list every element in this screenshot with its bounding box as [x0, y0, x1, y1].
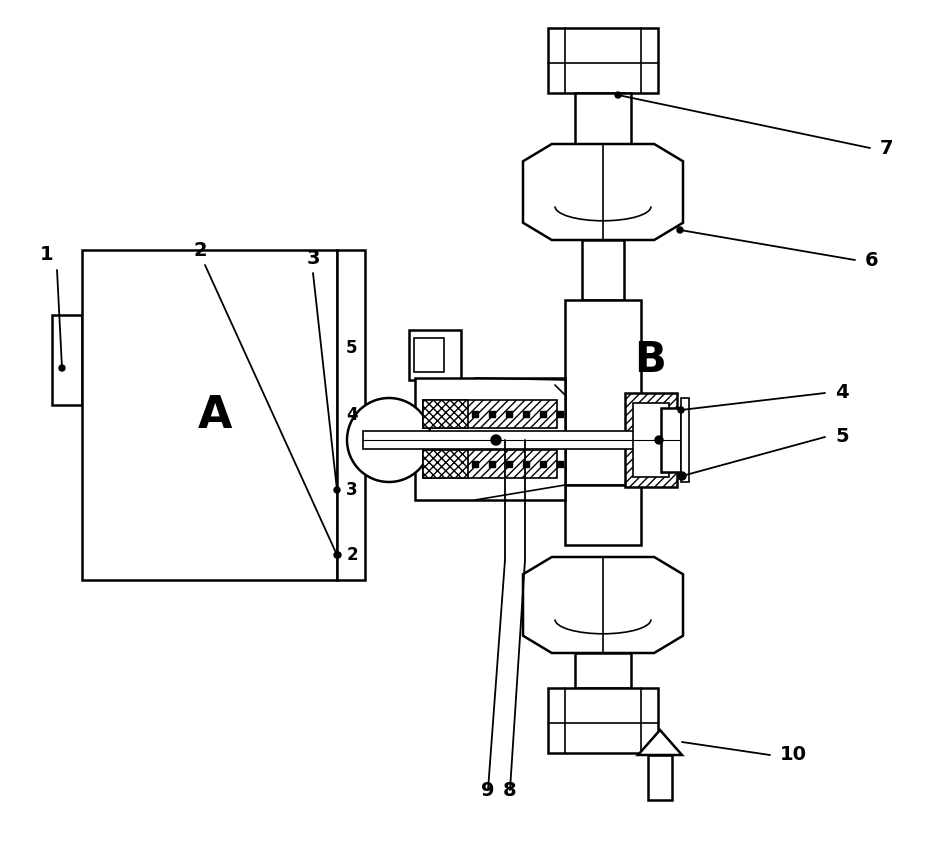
Bar — [82, 250, 337, 580]
Bar — [625, 393, 677, 487]
Text: 3: 3 — [307, 248, 320, 267]
Bar — [337, 250, 365, 580]
Circle shape — [59, 365, 65, 371]
Circle shape — [491, 435, 501, 445]
Bar — [414, 338, 444, 372]
Polygon shape — [638, 730, 682, 755]
Text: 5: 5 — [346, 339, 358, 357]
Circle shape — [655, 436, 663, 444]
Bar — [423, 450, 468, 478]
Bar — [548, 688, 658, 753]
Circle shape — [678, 472, 686, 480]
Circle shape — [679, 473, 685, 479]
Bar — [423, 450, 557, 478]
Circle shape — [347, 398, 431, 482]
Text: 5: 5 — [835, 428, 848, 447]
Bar — [575, 93, 631, 148]
Bar — [648, 755, 672, 800]
Polygon shape — [523, 144, 683, 240]
Bar — [363, 431, 680, 449]
Text: 2: 2 — [346, 546, 358, 564]
Circle shape — [678, 407, 684, 413]
Text: 4: 4 — [835, 383, 848, 403]
Text: 8: 8 — [503, 781, 517, 800]
Polygon shape — [523, 557, 683, 653]
Circle shape — [615, 92, 621, 98]
Circle shape — [334, 552, 340, 558]
Circle shape — [334, 487, 340, 493]
Text: 3: 3 — [346, 481, 358, 499]
Bar — [409, 330, 461, 380]
Text: 2: 2 — [194, 241, 207, 259]
Bar — [575, 653, 631, 688]
Text: 1: 1 — [40, 246, 54, 265]
Bar — [565, 485, 641, 545]
Bar — [52, 315, 82, 405]
Bar — [681, 398, 689, 482]
Text: B: B — [634, 339, 666, 381]
Circle shape — [677, 227, 683, 233]
Text: 6: 6 — [865, 251, 879, 270]
Bar — [548, 28, 658, 93]
Bar — [661, 408, 681, 472]
Bar — [582, 240, 624, 300]
Bar — [415, 378, 565, 500]
Circle shape — [335, 552, 341, 558]
Text: A: A — [197, 393, 233, 436]
Text: 7: 7 — [880, 138, 894, 157]
Text: 9: 9 — [481, 781, 494, 800]
Bar — [565, 300, 641, 485]
Bar — [633, 403, 669, 477]
Text: 4: 4 — [346, 406, 358, 424]
Text: 10: 10 — [780, 746, 807, 765]
Bar — [423, 400, 468, 428]
Bar — [423, 400, 557, 428]
